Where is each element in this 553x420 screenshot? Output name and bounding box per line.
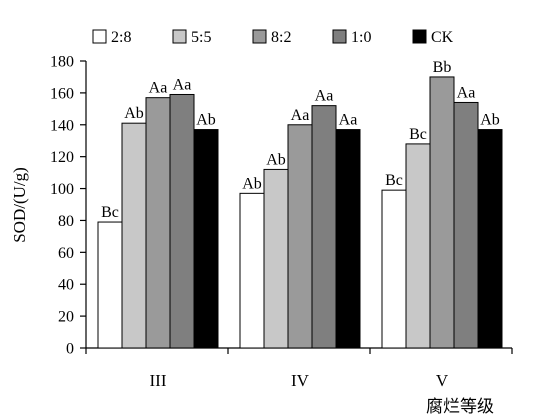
bar-data-label: Aa [339, 112, 358, 129]
bar-data-label: Aa [291, 107, 310, 124]
legend-label: 1:0 [351, 29, 371, 46]
bars [97, 76, 503, 349]
legend-label: 8:2 [271, 29, 291, 46]
x-tick-label: IV [291, 371, 310, 390]
y-tick-label: 20 [58, 309, 74, 326]
bar [405, 143, 431, 349]
bar [193, 129, 219, 349]
legend-label: 5:5 [191, 29, 211, 46]
legend-swatch [252, 29, 267, 44]
x-tick-label: III [150, 371, 167, 390]
bar [429, 76, 455, 349]
bar [121, 122, 147, 349]
bar-data-label: Aa [173, 76, 192, 93]
y-tick-label: 160 [50, 85, 74, 102]
x-axis-label: 腐烂等级 [426, 397, 494, 416]
legend-label: CK [431, 29, 454, 46]
bar-data-label: Ab [124, 105, 144, 122]
y-axis-label: SOD/(U/g) [10, 167, 29, 243]
x-tick-label: V [436, 371, 449, 390]
bar [239, 192, 265, 349]
axes: 0 20 40 60 80 100 120 140 160 180 III IV V [50, 54, 513, 390]
bar [287, 124, 313, 349]
bar [335, 129, 361, 349]
y-tick-label: 60 [58, 245, 74, 262]
y-tick-label: 40 [58, 277, 74, 294]
bar-data-label: Aa [149, 80, 168, 97]
bar-data-label: Aa [457, 84, 476, 101]
bar [97, 221, 123, 349]
y-tick-label: 0 [66, 341, 74, 358]
y-tick-label: 120 [50, 149, 74, 166]
y-tick-label: 80 [58, 213, 74, 230]
legend-label: 2:8 [111, 29, 131, 46]
bar-data-label: Bc [101, 204, 119, 221]
bar [381, 189, 407, 349]
bar [169, 93, 195, 349]
bar-data-label: Ab [196, 112, 216, 129]
bar [453, 101, 479, 349]
legend: 2:8 5:5 8:2 1:0 CK [92, 29, 454, 46]
bar-data-label: Aa [315, 88, 334, 105]
bar-data-label: Ab [242, 175, 262, 192]
y-tick-label: 180 [50, 54, 74, 71]
bar-data-label: Ab [480, 112, 500, 129]
legend-swatch [172, 29, 187, 44]
y-tick-label: 140 [50, 117, 74, 134]
bar-data-label: Bb [433, 59, 452, 76]
bar-data-label: Ab [266, 151, 286, 168]
y-tick-label: 100 [50, 181, 74, 198]
bar-data-label: Bc [385, 172, 403, 189]
bar [311, 105, 337, 349]
legend-swatch [412, 29, 427, 44]
bar-data-label: Bc [409, 126, 427, 143]
bar [263, 168, 289, 349]
bar [477, 129, 503, 349]
legend-swatch [92, 29, 107, 44]
bar [145, 97, 171, 349]
legend-swatch [332, 29, 347, 44]
